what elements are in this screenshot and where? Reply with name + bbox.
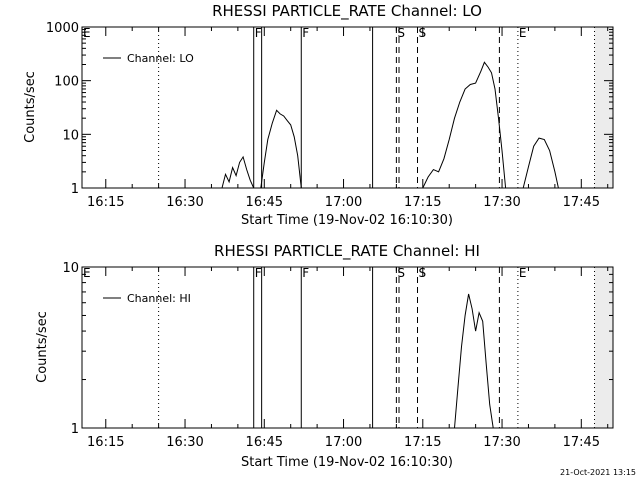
legend-label-hi: Channel: HI: [127, 292, 191, 305]
legend-label-lo: Channel: LO: [127, 52, 194, 65]
series-line-lo: [422, 61, 507, 188]
x-tick-label: 17:00: [325, 435, 362, 450]
shaded-region: [594, 267, 613, 428]
y-tick-label: 1: [71, 182, 79, 197]
x-axis-label-hi: Start Time (19-Nov-02 16:10:30): [241, 455, 453, 470]
marker-label: S: [397, 26, 405, 40]
series-group-lo: [221, 61, 559, 188]
plot-frame: [81, 26, 614, 189]
chart-panel-lo: RHESSI PARTICLE_RATE Channel: LO EFFSSE1…: [23, 2, 614, 228]
plot-layer-lo: EFFSSE110100100016:1516:3016:4517:0017:1…: [46, 21, 614, 210]
plot-frame: [81, 266, 614, 429]
marker-label: E: [83, 26, 91, 40]
x-tick-label: 16:45: [246, 195, 283, 210]
y-tick-label: 10: [62, 128, 79, 143]
series-group-hi: [454, 293, 494, 428]
marker-label: E: [83, 266, 91, 280]
marker-label: E: [519, 26, 527, 40]
x-tick-label: 16:30: [166, 195, 203, 210]
series-line-lo: [260, 109, 302, 188]
chart-title-hi: RHESSI PARTICLE_RATE Channel: HI: [214, 242, 480, 261]
chart-panel-hi: RHESSI PARTICLE_RATE Channel: HI EFFSSE1…: [35, 242, 614, 470]
y-axis-label-lo: Counts/sec: [23, 71, 38, 143]
x-tick-label: 17:15: [404, 195, 441, 210]
x-tick-label: 17:00: [325, 195, 362, 210]
marker-label: F: [255, 266, 262, 280]
x-tick-label: 16:15: [87, 195, 124, 210]
x-tick-label: 16:45: [246, 435, 283, 450]
legend-hi: Channel: HI: [103, 292, 191, 305]
x-tick-label: 17:30: [483, 195, 520, 210]
x-tick-label: 16:15: [87, 435, 124, 450]
x-tick-label: 16:30: [166, 435, 203, 450]
x-tick-label: 17:30: [483, 435, 520, 450]
y-axis-label-hi: Counts/sec: [35, 311, 50, 383]
y-tick-label: 1: [71, 422, 79, 437]
plot-layer-hi: EFFSSE11016:1516:3016:4517:0017:1517:301…: [62, 261, 614, 450]
marker-label: F: [302, 266, 309, 280]
x-tick-label: 17:15: [404, 435, 441, 450]
y-tick-label: 10: [62, 261, 79, 276]
footer-timestamp: 21-Oct-2021 13:15: [560, 468, 636, 477]
x-tick-label: 17:45: [563, 195, 600, 210]
legend-lo: Channel: LO: [103, 52, 194, 65]
shaded-region: [594, 27, 613, 188]
series-line-lo: [522, 137, 559, 188]
marker-label: S: [397, 266, 405, 280]
marker-label: E: [519, 266, 527, 280]
chart-title-lo: RHESSI PARTICLE_RATE Channel: LO: [212, 2, 482, 21]
y-tick-label: 100: [54, 75, 79, 90]
series-line-lo: [221, 155, 255, 188]
y-tick-label: 1000: [46, 21, 79, 36]
x-tick-label: 17:45: [563, 435, 600, 450]
marker-label: F: [255, 26, 262, 40]
x-axis-label-lo: Start Time (19-Nov-02 16:10:30): [241, 213, 453, 228]
series-line-hi: [454, 293, 494, 428]
marker-label: F: [302, 26, 309, 40]
